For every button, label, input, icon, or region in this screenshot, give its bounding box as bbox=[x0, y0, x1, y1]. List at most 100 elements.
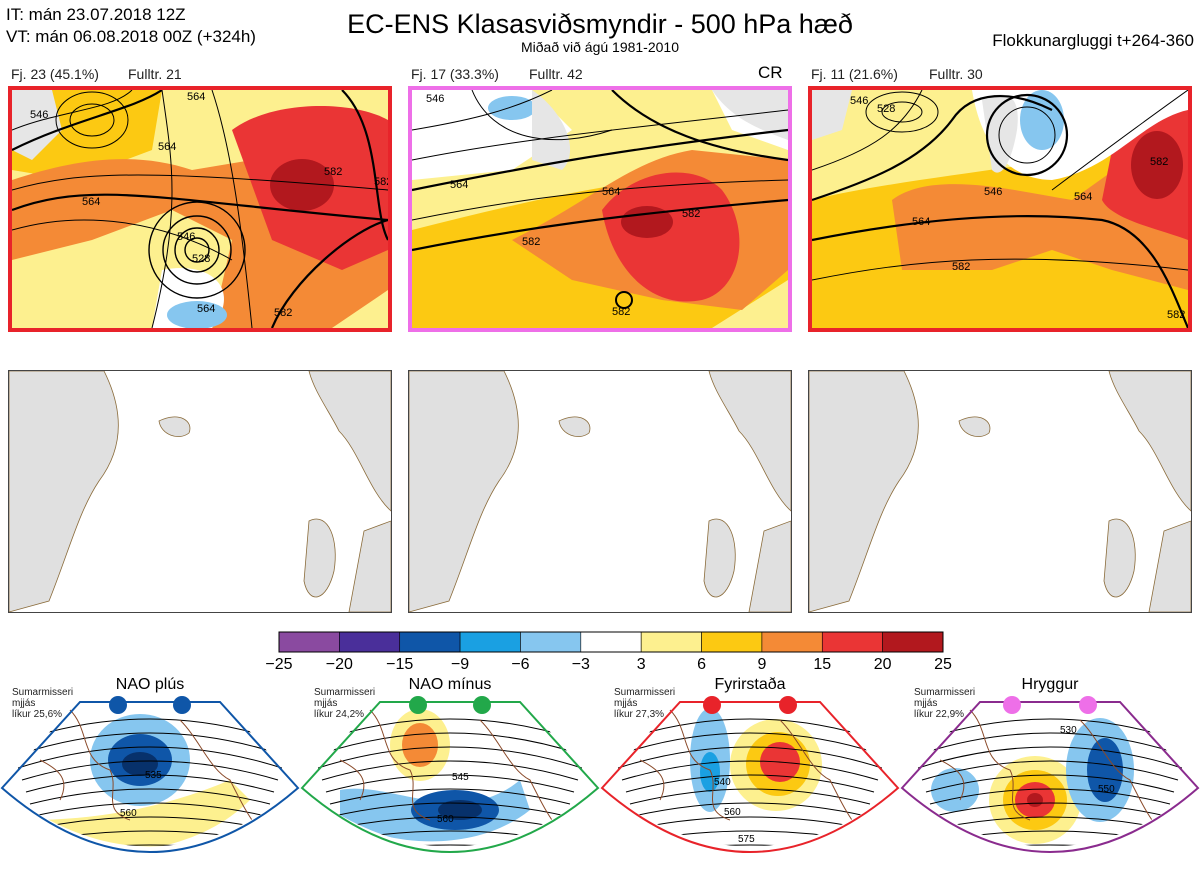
colorbar-tick-label: 25 bbox=[934, 656, 952, 673]
colorbar-cell bbox=[882, 631, 944, 653]
colorbar-cell bbox=[339, 631, 401, 653]
regime-panel: 545 560 575 NAO mínus Sumarmisseri mjjás líkur… bbox=[300, 676, 600, 871]
cluster-map-1: 564 582 564 546 528 564 582 546 564 582 bbox=[8, 86, 392, 332]
base-map-3 bbox=[808, 370, 1192, 613]
regime-months: mjjás bbox=[12, 698, 36, 709]
contour-label: 564 bbox=[158, 141, 176, 153]
regime-contour-label: 575 bbox=[738, 834, 755, 845]
base-map-2 bbox=[408, 370, 792, 613]
base-map-3-graphic bbox=[809, 371, 1191, 612]
regime-info: Sumarmisseri mjjás líkur 24,2% bbox=[314, 687, 375, 720]
regime-probability: líkur 25,6% bbox=[12, 709, 63, 720]
regime-months: mjjás bbox=[614, 698, 638, 709]
contour-label: 582 bbox=[324, 166, 342, 178]
regime-map: 540 560 575 bbox=[600, 696, 900, 853]
regime-contour-label: 535 bbox=[145, 770, 162, 781]
colorbar-tick-label: 15 bbox=[813, 656, 832, 673]
regime-season: Sumarmisseri bbox=[614, 687, 676, 698]
colorbar-cell bbox=[821, 631, 883, 653]
colorbar bbox=[278, 631, 944, 653]
regime-contour-label: 550 bbox=[1098, 784, 1115, 795]
regime-contour-label: 530 bbox=[1060, 725, 1077, 736]
contour-label: 582 bbox=[374, 176, 388, 188]
classification-window: Flokkunargluggi t+264-360 bbox=[992, 31, 1194, 50]
regime-dot bbox=[173, 696, 191, 714]
regime-contour-label: 540 bbox=[714, 777, 731, 788]
colorbar-cell bbox=[278, 631, 340, 653]
regime-title: NAO plús bbox=[115, 676, 185, 693]
colorbar-tick-label: 20 bbox=[873, 656, 892, 673]
cluster-map-2-graphic: 582 582 564 546 564 582 bbox=[412, 90, 788, 328]
colorbar-cell bbox=[640, 631, 702, 653]
colorbar-tick-label: −15 bbox=[386, 656, 414, 673]
cluster-map-1-graphic: 564 582 564 546 528 564 582 546 564 582 bbox=[12, 90, 388, 328]
regime-months: mjjás bbox=[914, 698, 938, 709]
colorbar-tick-label: −25 bbox=[265, 656, 293, 673]
colorbar-tick-label: 9 bbox=[757, 656, 767, 673]
colorbar-cell bbox=[580, 631, 642, 653]
regime-contour-label: 560 bbox=[120, 808, 137, 819]
regime-dot bbox=[703, 696, 721, 714]
header-info: IT: mán 23.07.2018 12Z VT: mán 06.08.201… bbox=[6, 4, 256, 48]
contour-label: 564 bbox=[197, 303, 215, 315]
regime-season: Sumarmisseri bbox=[12, 687, 74, 698]
regime-title: Fyrirstaða bbox=[714, 676, 786, 693]
valid-time: VT: mán 06.08.2018 00Z (+324h) bbox=[6, 27, 256, 46]
regime-season: Sumarmisseri bbox=[314, 687, 376, 698]
colorbar-tick-label: 3 bbox=[636, 656, 646, 673]
contour-label: 582 bbox=[274, 307, 292, 319]
cluster-map-3-graphic: 582 564 546 564 582 528 546 582 bbox=[812, 90, 1188, 328]
page-title: EC-ENS Klasasviðsmyndir - 500 hPa hæð bbox=[347, 9, 853, 39]
regime-panel: 535 560 NAO plús Sumarmisseri mjjás líkur 25,… bbox=[0, 676, 300, 871]
contour-label: 564 bbox=[82, 196, 100, 208]
regime-info: Sumarmisseri mjjás líkur 25,6% bbox=[12, 687, 73, 720]
regime-dot bbox=[109, 696, 127, 714]
regime-probability: líkur 24,2% bbox=[314, 709, 365, 720]
regime-contour-label: 560 bbox=[724, 807, 741, 818]
contour-label: 546 bbox=[984, 186, 1002, 198]
colorbar-cell bbox=[520, 631, 582, 653]
regime-dot bbox=[409, 696, 427, 714]
regime-season: Sumarmisseri bbox=[914, 687, 976, 698]
base-map-1 bbox=[8, 370, 392, 613]
colorbar-cell bbox=[701, 631, 763, 653]
contour-label: 582 bbox=[612, 306, 630, 318]
contour-label: 546 bbox=[850, 95, 868, 107]
regime-dot bbox=[1003, 696, 1021, 714]
regime-probability: líkur 27,3% bbox=[614, 709, 665, 720]
colorbar-cell bbox=[399, 631, 461, 653]
contour-label: 564 bbox=[450, 179, 468, 191]
regime-contour-label: 545 bbox=[452, 772, 469, 783]
contour-label: 582 bbox=[682, 208, 700, 220]
contour-label: 564 bbox=[602, 186, 620, 198]
colorbar-tick-label: −9 bbox=[450, 656, 470, 673]
regime-contour-label: 560 bbox=[437, 814, 454, 825]
cluster-map-2: 582 582 564 546 564 582 bbox=[408, 86, 792, 332]
regime-panel: 530 550 575 Hryggur Sumarmisseri mjjás líkur 2… bbox=[900, 676, 1200, 871]
colorbar-cell bbox=[761, 631, 823, 653]
cluster-1-members: Fj. 23 (45.1%) bbox=[11, 66, 99, 82]
cluster-2-members: Fj. 17 (33.3%) bbox=[411, 66, 499, 82]
regime-dot bbox=[779, 696, 797, 714]
colorbar-tick-label: −20 bbox=[325, 656, 353, 673]
regime-title: NAO mínus bbox=[408, 676, 492, 693]
initial-time: IT: mán 23.07.2018 12Z bbox=[6, 5, 186, 24]
base-map-2-graphic bbox=[409, 371, 791, 612]
cluster-map-3: 582 564 546 564 582 528 546 582 bbox=[808, 86, 1192, 332]
contour-label: 564 bbox=[1074, 191, 1092, 203]
contour-label: 528 bbox=[877, 103, 895, 115]
contour-label: 546 bbox=[30, 109, 48, 121]
colorbar-tick-label: 6 bbox=[697, 656, 706, 673]
regime-map: 535 560 bbox=[0, 696, 300, 853]
page-subtitle: Miðað við ágú 1981-2010 bbox=[520, 39, 679, 55]
contour-label: 546 bbox=[177, 231, 195, 243]
regime-panel: 540 560 575 Fyrirstaða Sumarmisseri mjjás líku… bbox=[600, 676, 900, 871]
contour-label: 546 bbox=[426, 93, 444, 105]
cluster-2-representative: Fulltr. 42 bbox=[529, 66, 583, 82]
contour-label: 582 bbox=[952, 261, 970, 273]
contour-label: 564 bbox=[912, 216, 930, 228]
cluster-3-representative: Fulltr. 30 bbox=[929, 66, 983, 82]
contour-label: 528 bbox=[192, 253, 210, 265]
